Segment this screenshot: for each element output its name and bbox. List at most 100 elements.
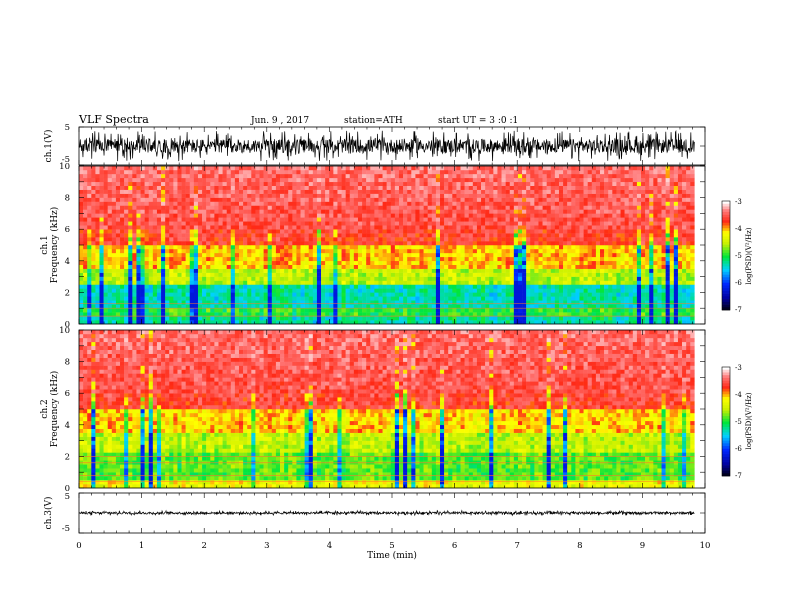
spectrogram-cell xyxy=(251,197,256,202)
spectrogram-cell xyxy=(522,245,527,250)
spectrogram-cell xyxy=(316,217,322,222)
spectrogram-cell xyxy=(325,304,330,309)
spectrogram-cell xyxy=(99,169,104,175)
spectrogram-cell xyxy=(79,304,84,309)
spectrogram-cell xyxy=(275,264,281,269)
spectrogram-cell xyxy=(341,264,346,269)
spectrogram-cell xyxy=(378,205,383,210)
spectrogram-cell xyxy=(374,288,379,293)
spectrogram-cell xyxy=(423,312,428,317)
spectrogram-cell xyxy=(107,276,113,281)
spectrogram-cell xyxy=(337,284,342,289)
spectrogram-cell xyxy=(169,252,174,258)
spectrogram-cell xyxy=(476,296,482,301)
spectrogram-cell xyxy=(132,308,137,313)
spectrogram-cell xyxy=(419,304,424,309)
spectrogram-cell xyxy=(148,197,154,202)
spectrogram-cell xyxy=(87,225,92,230)
spectrogram-cell xyxy=(234,248,240,254)
spectrogram-cell xyxy=(329,241,334,246)
spectrogram-cell xyxy=(280,280,285,285)
spectrogram-cell xyxy=(288,177,293,183)
spectrogram-cell xyxy=(259,276,264,281)
spectrogram-cell xyxy=(91,221,96,226)
spectrogram-cell xyxy=(275,229,281,234)
spectrogram-cell xyxy=(423,193,428,198)
spectrogram-cell xyxy=(173,213,178,218)
spectrogram-cell xyxy=(357,177,363,183)
spectrogram-cell xyxy=(546,248,552,254)
spectrogram-cell xyxy=(136,252,141,258)
spectrogram-cell xyxy=(513,316,519,321)
spectrogram-cell xyxy=(197,229,203,234)
spectrogram-cell xyxy=(251,189,256,194)
spectrogram-cell xyxy=(107,268,113,273)
spectrogram-cell xyxy=(476,276,482,281)
spectrogram-cell xyxy=(271,185,277,190)
spectrogram-cell xyxy=(468,268,474,273)
spectrogram-cell xyxy=(538,217,543,222)
spectrogram-cell xyxy=(234,245,240,250)
spectrogram-cell xyxy=(136,312,141,317)
spectrogram-cell xyxy=(427,260,433,265)
spectrogram-cell xyxy=(563,166,568,171)
spectrogram-cell xyxy=(435,237,441,242)
spectrogram-cell xyxy=(308,284,314,289)
spectrogram-cell xyxy=(558,213,564,218)
spectrogram-cell xyxy=(255,304,260,309)
spectrogram-cell xyxy=(526,237,531,242)
spectrogram-cell xyxy=(476,217,482,222)
spectrogram-cell xyxy=(489,173,494,179)
spectrogram-cell xyxy=(357,248,363,254)
spectrogram-cell xyxy=(337,213,342,218)
spectrogram-cell xyxy=(120,312,125,317)
spectrogram-cell xyxy=(415,264,420,269)
spectrogram-cell xyxy=(95,213,100,218)
spectrogram-cell xyxy=(464,316,469,321)
spectrogram-cell xyxy=(554,241,560,246)
spectrogram-cell xyxy=(558,288,564,293)
spectrogram-cell xyxy=(132,312,137,317)
spectrogram-cell xyxy=(362,177,367,183)
spectrogram-cell xyxy=(165,173,170,179)
spectrogram-cell xyxy=(218,237,223,242)
spectrogram-cell xyxy=(83,256,88,262)
spectrogram-cell xyxy=(485,248,490,254)
spectrogram-cell xyxy=(148,256,154,262)
spectrogram-cell xyxy=(407,288,412,293)
spectrogram-cell xyxy=(448,225,453,230)
spectrogram-cell xyxy=(79,181,84,186)
spectrogram-cell xyxy=(546,292,552,297)
spectrogram-cell xyxy=(419,300,424,305)
spectrogram-cell xyxy=(563,197,568,202)
spectrogram-cell xyxy=(304,284,309,289)
spectrogram-cell xyxy=(431,193,437,198)
spectrogram-cell xyxy=(427,320,433,325)
spectrogram-cell xyxy=(308,169,314,175)
spectrogram-cell xyxy=(431,233,437,238)
spectrogram-cell xyxy=(497,284,502,289)
spectrogram-cell xyxy=(132,213,137,218)
spectrogram-cell xyxy=(140,225,145,230)
spectrogram-cell xyxy=(140,221,145,226)
spectrogram-cell xyxy=(148,169,154,175)
spectrogram-cell xyxy=(563,320,568,325)
spectrogram-cell xyxy=(243,169,248,175)
spectrogram-cell xyxy=(165,300,170,305)
spectrogram-cell xyxy=(120,248,125,254)
spectrogram-cell xyxy=(374,181,379,186)
spectrogram-cell xyxy=(115,225,121,230)
spectrogram-cell xyxy=(366,276,371,281)
spectrogram-cell xyxy=(251,292,256,297)
spectrogram-cell xyxy=(489,304,494,309)
spectrogram-cell xyxy=(349,320,355,325)
spectrogram-cell xyxy=(304,205,309,210)
spectrogram-cell xyxy=(357,217,363,222)
spectrogram-cell xyxy=(124,268,129,273)
spectrogram-cell xyxy=(386,260,392,265)
spectrogram-cell xyxy=(550,256,556,262)
spectrogram-cell xyxy=(206,166,211,171)
spectrogram-cell xyxy=(128,177,133,183)
spectrogram-cell xyxy=(362,197,367,202)
spectrogram-cell xyxy=(91,288,96,293)
